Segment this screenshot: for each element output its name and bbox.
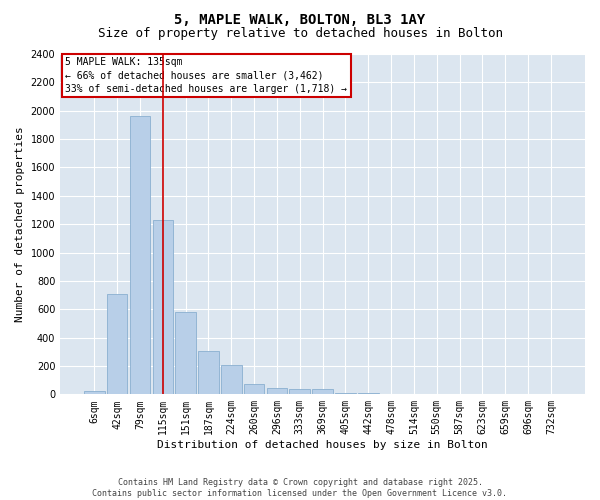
Text: Size of property relative to detached houses in Bolton: Size of property relative to detached ho… bbox=[97, 28, 503, 40]
Bar bbox=[152, 220, 173, 394]
Bar bbox=[221, 366, 242, 394]
Bar bbox=[130, 116, 150, 394]
Bar bbox=[266, 388, 287, 394]
Bar bbox=[289, 390, 310, 394]
Text: 5, MAPLE WALK, BOLTON, BL3 1AY: 5, MAPLE WALK, BOLTON, BL3 1AY bbox=[175, 12, 425, 26]
Text: 5 MAPLE WALK: 135sqm
← 66% of detached houses are smaller (3,462)
33% of semi-de: 5 MAPLE WALK: 135sqm ← 66% of detached h… bbox=[65, 58, 347, 94]
Bar bbox=[84, 392, 104, 394]
Bar bbox=[107, 294, 127, 394]
Bar bbox=[313, 390, 333, 394]
Bar bbox=[335, 393, 356, 394]
Bar bbox=[358, 393, 379, 394]
Bar bbox=[175, 312, 196, 394]
Bar bbox=[198, 351, 219, 395]
Text: Contains HM Land Registry data © Crown copyright and database right 2025.
Contai: Contains HM Land Registry data © Crown c… bbox=[92, 478, 508, 498]
X-axis label: Distribution of detached houses by size in Bolton: Distribution of detached houses by size … bbox=[157, 440, 488, 450]
Y-axis label: Number of detached properties: Number of detached properties bbox=[15, 126, 25, 322]
Bar bbox=[244, 384, 265, 394]
